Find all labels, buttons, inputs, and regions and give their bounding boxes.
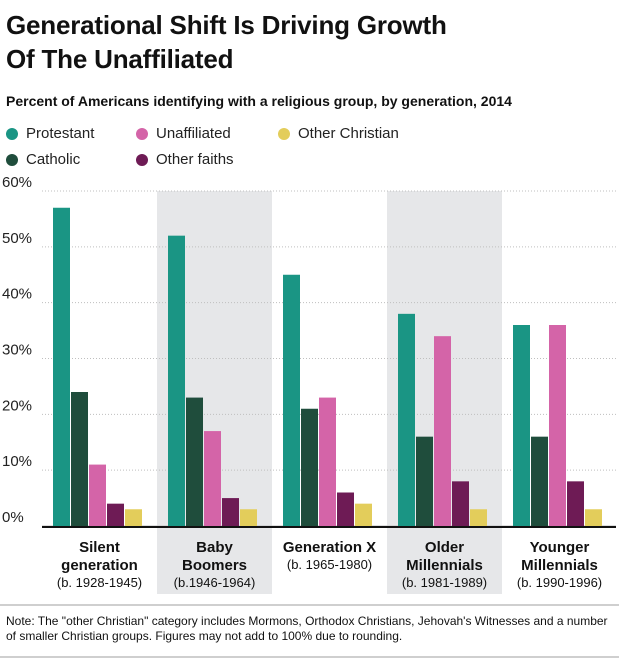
- x-category-years-1: (b. 1928-1945): [57, 575, 142, 590]
- bar-catholic-1: [71, 392, 88, 526]
- x-category-years-5: (b. 1990-1996): [517, 575, 602, 590]
- bar-other-faiths-4: [452, 481, 469, 526]
- bar-other-faiths-3: [337, 492, 354, 526]
- bar-unaffiliated-2: [204, 431, 221, 526]
- legend-label-catholic: Catholic: [26, 151, 81, 168]
- legend-swatch-unaffiliated: [136, 127, 148, 140]
- x-category-label-1-line-2: generation: [61, 557, 138, 574]
- bar-catholic-3: [301, 408, 318, 526]
- bar-protestant-1: [53, 207, 70, 526]
- x-category-label-4-line-1: Older: [425, 539, 464, 556]
- bar-catholic-2: [186, 397, 203, 526]
- y-tick-label-60: 60%: [2, 174, 32, 191]
- legend-item-unaffiliated: Unaffiliated: [136, 125, 231, 142]
- y-tick-label-10: 10%: [2, 453, 32, 470]
- bar-catholic-5: [531, 436, 548, 526]
- footnote: Note: The "other Christian" category inc…: [6, 614, 608, 643]
- x-category-label-3-line-1: Generation X: [283, 539, 376, 556]
- x-category-label-5-line-2: Millennials: [521, 557, 598, 574]
- x-category-label-5-line-1: Younger: [530, 539, 590, 556]
- x-category-years-2: (b.1946-1964): [174, 575, 256, 590]
- legend-item-protestant: Protestant: [6, 125, 94, 142]
- legend-swatch-other-christian: [278, 127, 290, 140]
- y-tick-label-40: 40%: [2, 286, 32, 303]
- note-divider: [0, 604, 619, 606]
- bar-other-faiths-5: [567, 481, 584, 526]
- legend-item-catholic: Catholic: [6, 151, 80, 168]
- bar-unaffiliated-3: [319, 397, 336, 526]
- bar-chart: 0%10%20%30%40%50%60%Silentgeneration(b. …: [2, 174, 616, 594]
- legend-swatch-catholic: [6, 153, 18, 166]
- bar-unaffiliated-4: [434, 336, 451, 526]
- y-tick-label-20: 20%: [2, 397, 32, 414]
- legend-label-unaffiliated: Unaffiliated: [156, 125, 231, 142]
- bar-protestant-5: [513, 325, 530, 526]
- x-category-label-2-line-1: Baby: [196, 539, 233, 556]
- y-tick-label-0: 0%: [2, 509, 24, 526]
- bar-other-christian-2: [240, 509, 257, 526]
- legend-label-other-christian: Other Christian: [298, 125, 399, 142]
- x-category-years-4: (b. 1981-1989): [402, 575, 487, 590]
- bar-other-christian-1: [125, 509, 142, 526]
- legend-item-other-christian: Other Christian: [278, 125, 399, 142]
- bar-unaffiliated-5: [549, 325, 566, 526]
- legend-item-other-faiths: Other faiths: [136, 151, 234, 168]
- chart-title-line-1: Generational Shift Is Driving Growth: [6, 10, 447, 40]
- bar-other-christian-4: [470, 509, 487, 526]
- y-tick-label-50: 50%: [2, 230, 32, 247]
- bar-protestant-3: [283, 274, 300, 526]
- legend-swatch-other-faiths: [136, 153, 148, 166]
- bar-other-faiths-2: [222, 498, 239, 526]
- legend-label-other-faiths: Other faiths: [156, 151, 234, 168]
- bar-other-christian-5: [585, 509, 602, 526]
- legend-label-protestant: Protestant: [26, 125, 95, 142]
- legend-swatch-protestant: [6, 127, 18, 140]
- bar-other-christian-3: [355, 503, 372, 526]
- chart-title-line-2: Of The Unaffiliated: [6, 44, 234, 74]
- x-category-years-3: (b. 1965-1980): [287, 557, 372, 572]
- chart-title: Generational Shift Is Driving Growth Of …: [6, 8, 616, 76]
- x-category-label-2-line-2: Boomers: [182, 557, 247, 574]
- bar-unaffiliated-1: [89, 464, 106, 526]
- x-category-label-1-line-1: Silent: [79, 539, 120, 556]
- bar-protestant-4: [398, 313, 415, 526]
- chart-subtitle: Percent of Americans identifying with a …: [6, 93, 512, 109]
- bar-protestant-2: [168, 235, 185, 526]
- bar-other-faiths-1: [107, 503, 124, 526]
- bar-catholic-4: [416, 436, 433, 526]
- bottom-divider: [0, 656, 619, 658]
- y-tick-label-30: 30%: [2, 342, 32, 359]
- x-category-label-4-line-2: Millennials: [406, 557, 483, 574]
